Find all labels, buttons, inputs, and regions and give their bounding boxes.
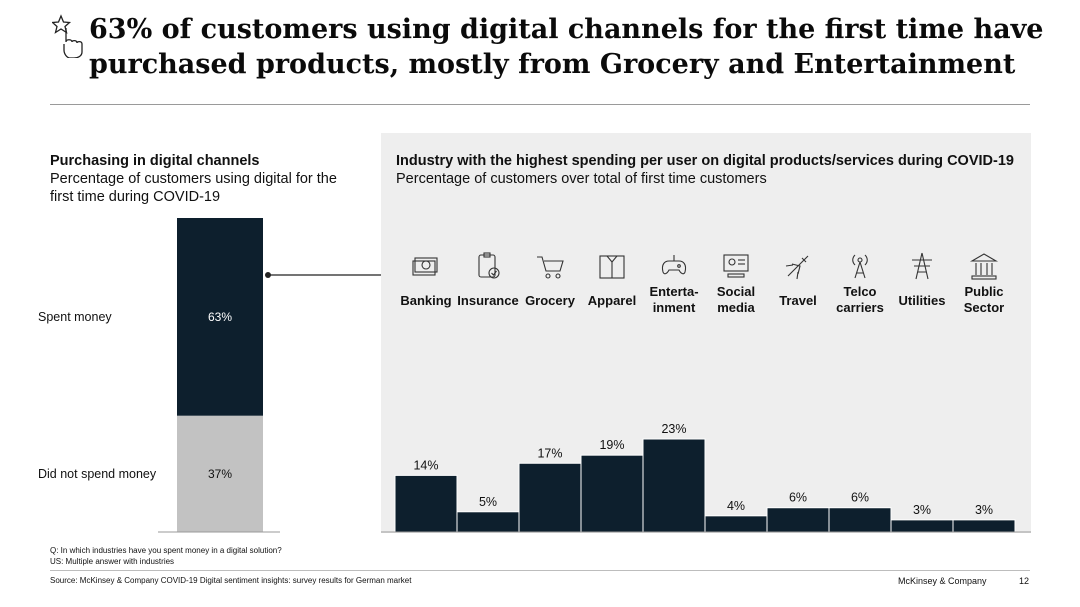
government-building-icon — [969, 253, 999, 280]
industry-category-label: Telco carriers — [836, 284, 884, 315]
icon-part — [414, 257, 438, 273]
industry-bar — [952, 519, 1016, 533]
left-chart-subheading: Percentage of customers using digital fo… — [50, 171, 337, 205]
right-chart-subheading: Percentage of customers over total of fi… — [396, 171, 767, 187]
icon-part — [857, 257, 863, 263]
page-title: 63% of customers using digital channels … — [89, 14, 1044, 80]
icon-part — [606, 255, 618, 263]
icon-part — [483, 252, 491, 258]
icon-part — [478, 254, 496, 278]
star-pointer-icon — [52, 14, 83, 58]
icon-part — [969, 253, 999, 262]
stacked-category-label: Did not spend money — [38, 467, 157, 481]
gamepad-icon — [661, 255, 687, 275]
industry-value-label: 19% — [599, 438, 624, 452]
shopping-cart-icon — [537, 256, 564, 279]
industry-bar — [828, 507, 892, 533]
industry-value-label: 4% — [727, 499, 745, 513]
icon-part — [785, 264, 799, 280]
icon-part — [912, 252, 932, 280]
industry-value-label: 5% — [479, 495, 497, 509]
industry-value-label: 17% — [537, 446, 562, 460]
icon-part — [412, 260, 436, 276]
industry-value-label: 23% — [661, 422, 686, 436]
icon-part — [555, 273, 561, 279]
industry-bar — [518, 462, 582, 533]
industry-value-label: 6% — [851, 491, 869, 505]
industry-bar — [580, 454, 644, 533]
industry-category-label: Public Sector — [964, 284, 1004, 315]
airplane-icon — [785, 255, 809, 280]
right-chart-heading: Industry with the highest spending per u… — [396, 153, 1014, 169]
footer-brand: McKinsey & Company — [898, 576, 987, 586]
icon-part — [854, 261, 866, 279]
stacked-segment-not-spent — [177, 415, 263, 532]
icon-part — [421, 260, 431, 270]
icon-part — [971, 275, 997, 280]
industry-category-label: Social media — [717, 284, 756, 315]
icon-part — [491, 270, 497, 276]
industry-panel — [381, 133, 1031, 533]
industry-bar — [704, 515, 768, 533]
icon-part — [728, 258, 736, 266]
stacked-value-label: 63% — [208, 310, 232, 324]
power-tower-icon — [912, 252, 932, 280]
stacked-category-label: Spent money — [38, 310, 112, 324]
page-number: 12 — [1019, 576, 1030, 586]
industry-bar — [642, 438, 706, 533]
icon-part — [545, 273, 551, 279]
icon-part — [537, 256, 564, 272]
industry-value-label: 3% — [975, 503, 993, 517]
icon-part — [787, 255, 809, 277]
clipboard-check-icon — [478, 252, 500, 279]
shirt-box-icon — [599, 255, 625, 279]
industry-value-label: 6% — [789, 491, 807, 505]
industry-bar — [456, 511, 520, 533]
footnote-us: US: Multiple answer with industries — [50, 557, 175, 566]
icon-part — [677, 264, 681, 268]
stacked-segment-spent — [177, 218, 263, 416]
title-divider — [50, 104, 1030, 105]
icon-part — [723, 254, 749, 272]
connector-dot — [265, 272, 271, 278]
right-chart-header: Industry with the highest spending per u… — [396, 152, 1016, 188]
industry-category-label: Utilities — [899, 293, 946, 308]
icon-part — [727, 273, 745, 278]
industry-category-label: Travel — [779, 293, 817, 308]
industry-value-label: 14% — [413, 458, 438, 472]
industry-bar — [766, 507, 830, 533]
left-chart-header: Purchasing in digital channels Percentag… — [50, 152, 350, 206]
industry-category-label: Enterta-inment — [649, 284, 698, 315]
industry-category-label: Apparel — [588, 293, 636, 308]
industry-category-label: Grocery — [525, 293, 576, 308]
antenna-icon — [852, 254, 868, 279]
industry-bar — [394, 474, 458, 533]
stacked-value-label: 37% — [208, 467, 232, 481]
money-icon — [412, 257, 438, 276]
icon-part — [661, 260, 687, 275]
icon-part — [852, 254, 868, 266]
footer-divider — [50, 570, 1030, 571]
left-chart-heading: Purchasing in digital channels — [50, 153, 260, 169]
industry-category-label: Insurance — [457, 293, 518, 308]
industry-bar — [890, 519, 954, 533]
industry-category-label: Banking — [400, 293, 451, 308]
footnote-source: Source: McKinsey & Company COVID-19 Digi… — [50, 576, 412, 585]
social-screen-icon — [723, 254, 749, 278]
footnote-question: Q: In which industries have you spent mo… — [50, 546, 282, 555]
icon-part — [488, 267, 500, 279]
industry-value-label: 3% — [913, 503, 931, 517]
